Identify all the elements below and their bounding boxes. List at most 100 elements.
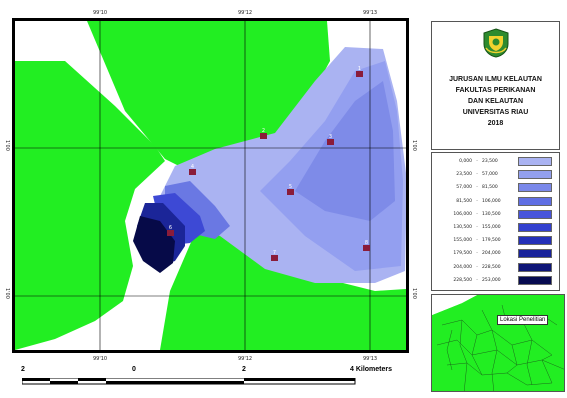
legend-color-swatch	[518, 196, 552, 206]
bottom-coord-1: 99'10	[93, 356, 108, 362]
legend-high-value: 57,000	[482, 172, 498, 178]
station-label: 7	[273, 250, 276, 256]
station-marker	[167, 230, 174, 236]
legend-high-value: 253,000	[482, 277, 501, 283]
legend-high-value: 228,500	[482, 264, 501, 270]
right-coord-1: 1'00	[411, 140, 417, 151]
university-emblem-icon	[483, 28, 509, 58]
scale-bar: 2 0 2 4 Kilometers	[14, 366, 434, 396]
legend-separator: -	[476, 251, 478, 257]
legend-color-swatch	[518, 236, 552, 246]
top-coord-2: 99'12	[238, 10, 253, 16]
legend-separator: -	[476, 172, 478, 178]
legend-low-value: 204,000	[453, 264, 472, 270]
legend-color-swatch	[518, 249, 552, 259]
legend-color-swatch	[518, 157, 552, 167]
legend-separator: -	[476, 198, 478, 204]
legend-color-swatch	[518, 183, 552, 193]
legend-separator: -	[476, 159, 478, 165]
map-frame: 1 2 3 4 5 6 7 8	[12, 18, 409, 353]
legend-row: 106,000-130,500	[432, 208, 559, 221]
land-northwest	[15, 61, 165, 350]
station-marker	[189, 169, 196, 175]
legend-low-value: 179,500	[453, 251, 472, 257]
station-label: 2	[262, 128, 265, 134]
title-line: 2018	[487, 120, 504, 127]
contour-core	[133, 216, 175, 273]
legend-low-value: 228,500	[453, 277, 472, 283]
legend-low-value: 57,000	[456, 185, 472, 191]
station-label: 6	[169, 225, 172, 231]
scale-label: 0	[132, 366, 136, 373]
legend-row: 155,000-179,500	[432, 234, 559, 247]
top-coord-3: 99'13	[363, 10, 378, 16]
station-marker	[271, 255, 278, 261]
legend-high-value: 204,000	[482, 251, 501, 257]
title-line: DAN KELAUTAN	[467, 98, 524, 105]
land-south	[160, 226, 406, 350]
left-coord-1: 1'00	[4, 140, 10, 151]
title-line: UNIVERSITAS RIAU	[462, 109, 529, 116]
station-marker	[363, 245, 370, 251]
station-label: 5	[289, 184, 292, 190]
scale-label: 2	[21, 366, 25, 373]
legend-color-swatch	[518, 209, 552, 219]
bottom-coord-3: 99'13	[363, 356, 378, 362]
station-marker	[287, 189, 294, 195]
legend-color-swatch	[518, 262, 552, 272]
legend-low-value: 81,500	[456, 198, 472, 204]
legend-high-value: 81,500	[482, 185, 498, 191]
scale-label: 4 Kilometers	[350, 366, 393, 373]
legend-low-value: 0,000	[459, 159, 472, 165]
study-location-label: Lokasi Penelitian	[497, 315, 549, 325]
station-marker	[356, 71, 363, 77]
legend-row: 81,500-106,000	[432, 195, 559, 208]
legend-row: 23,500-57,000	[432, 168, 559, 181]
station-marker	[327, 139, 334, 145]
map-canvas: 1 2 3 4 5 6 7 8	[15, 21, 406, 350]
bottom-coord-2: 99'12	[238, 356, 253, 362]
legend-separator: -	[476, 238, 478, 244]
title-line: JURUSAN ILMU KELAUTAN	[449, 76, 542, 83]
legend-row: 204,000-228,500	[432, 261, 559, 274]
legend-high-value: 179,500	[482, 238, 501, 244]
legend-high-value: 106,000	[482, 198, 501, 204]
station-markers: 1 2 3 4 5 6 7 8	[167, 66, 370, 261]
left-coord-2: 1'00	[4, 288, 10, 299]
legend-low-value: 23,500	[456, 172, 472, 178]
legend-color-swatch	[518, 170, 552, 180]
legend-separator: -	[476, 264, 478, 270]
legend-color-swatch	[518, 223, 552, 233]
legend-separator: -	[476, 185, 478, 191]
title-line: FAKULTAS PERIKANAN	[455, 87, 536, 94]
location-inset-map: Lokasi Penelitian	[431, 294, 565, 392]
legend-row: 179,500-204,000	[432, 247, 559, 260]
legend-low-value: 155,000	[453, 238, 472, 244]
legend-separator: -	[476, 225, 478, 231]
scale-bar-graphic	[22, 378, 356, 385]
legend-high-value: 155,000	[482, 225, 501, 231]
legend-high-value: 130,500	[482, 211, 501, 217]
top-coord-1: 99'10	[93, 10, 108, 16]
grid-lines	[15, 21, 406, 350]
legend-separator: -	[476, 211, 478, 217]
legend-low-value: 130,500	[453, 225, 472, 231]
right-coord-2: 1'00	[411, 288, 417, 299]
legend-panel: 0,000-23,500 23,500-57,000 57,000-81,500 81…	[431, 152, 560, 291]
scale-label: 2	[242, 366, 246, 373]
legend-separator: -	[476, 277, 478, 283]
institution-title: JURUSAN ILMU KELAUTAN FAKULTAS PERIKANAN…	[436, 74, 555, 129]
legend-row: 57,000-81,500	[432, 181, 559, 194]
legend-high-value: 23,500	[482, 159, 498, 165]
inset-canvas	[432, 295, 564, 391]
legend-low-value: 106,000	[453, 211, 472, 217]
station-label: 1	[358, 66, 361, 72]
legend-row: 0,000-23,500	[432, 155, 559, 168]
land-north	[87, 21, 330, 169]
station-label: 4	[191, 164, 194, 170]
station-label: 8	[365, 240, 368, 246]
legend-row: 228,500-253,000	[432, 274, 559, 287]
station-marker	[260, 133, 267, 139]
title-panel: JURUSAN ILMU KELAUTAN FAKULTAS PERIKANAN…	[431, 21, 560, 150]
legend-color-swatch	[518, 275, 552, 285]
